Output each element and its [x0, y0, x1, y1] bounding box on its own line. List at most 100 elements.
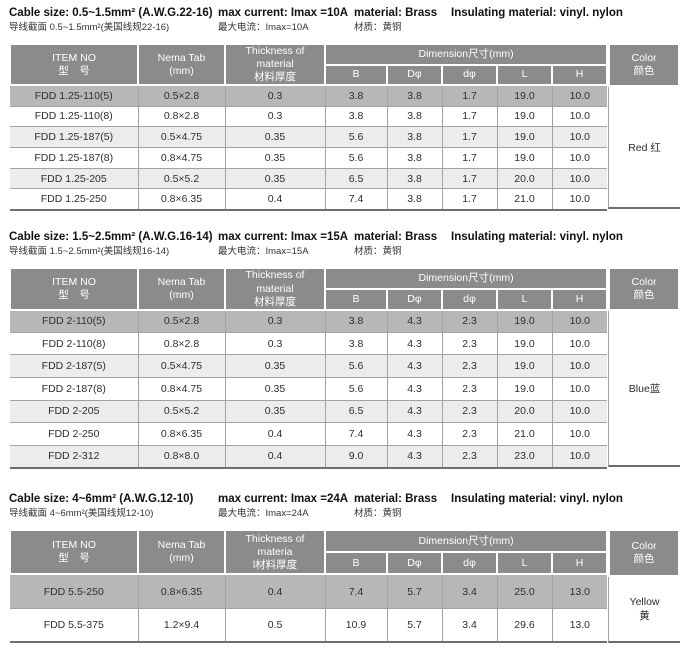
color-value: Red 红 [608, 87, 680, 210]
col-header-dimension: Dimension尺寸(mm) [323, 267, 609, 291]
cell-dim-d-phi: 4.3 [386, 354, 443, 378]
cell-thickness: 0.4 [224, 573, 326, 609]
table-row: FDD 1.25-110(5) 0.5×2.8 0.3 3.8 3.8 1.7 … [10, 84, 608, 107]
cell-dim-d-phi: 3.8 [386, 167, 443, 190]
table-header: ITEM NO 型 号 Nema Tab (mm) Thickness of m… [9, 42, 609, 87]
cell-dim-h: 10.0 [551, 147, 608, 169]
cell-dim-b: 3.8 [324, 84, 388, 107]
cell-dim-h: 10.0 [551, 188, 608, 211]
cell-nema-tab: 0.5×2.8 [137, 84, 226, 107]
spec-table: ITEM NO 型 号 Nema Tab (mm) Thickness of m… [9, 529, 609, 644]
cell-item-no: FDD 1.25-187(5) [10, 126, 139, 149]
col-header-thickness: Thickness of materia l材料厚度 [224, 529, 326, 576]
cell-dim-d2-phi: 2.3 [441, 376, 498, 401]
cell-item-no: FDD 1.25-110(8) [10, 105, 139, 128]
col-header-nema-tab: Nema Tab (mm) [137, 42, 226, 87]
cell-dim-b: 7.4 [324, 188, 388, 211]
cell-nema-tab: 1.2×9.4 [137, 607, 226, 644]
cell-dim-l: 21.0 [496, 422, 553, 446]
cell-dim-b: 3.8 [324, 309, 388, 333]
spec-table-body: FDD 5.5-250 0.8×6.35 0.4 7.4 5.7 3.4 25.… [10, 573, 608, 644]
cell-dim-d2-phi: 1.7 [441, 126, 498, 149]
cell-dim-b: 5.6 [324, 147, 388, 169]
cell-dim-l: 25.0 [496, 573, 553, 609]
cell-dim-d-phi: 4.3 [386, 399, 443, 424]
cell-thickness: 0.35 [224, 126, 326, 149]
col-header-nema-tab: Nema Tab (mm) [137, 267, 226, 311]
col-header-h: H [550, 63, 609, 87]
spec-table-body: FDD 2-110(5) 0.5×2.8 0.3 3.8 4.3 2.3 19.… [10, 309, 608, 469]
cell-dim-h: 10.0 [551, 399, 608, 424]
col-header-nema-tab: Nema Tab (mm) [137, 529, 226, 576]
cell-nema-tab: 0.8×6.35 [137, 188, 226, 211]
spec-table-wrap: ITEM NO 型 号 Nema Tab (mm) Thickness of m… [9, 529, 680, 644]
max-current-label: max current: Imax =24A [218, 493, 349, 506]
cell-item-no: FDD 2-110(5) [10, 309, 139, 333]
cell-nema-tab: 0.5×5.2 [137, 167, 226, 190]
spec-section-awg16-14: Cable size: 1.5~2.5mm² (A.W.G.16-14) max… [9, 230, 680, 469]
cell-nema-tab: 0.8×4.75 [137, 376, 226, 401]
cell-dim-h: 10.0 [551, 105, 608, 128]
cell-dim-l: 20.0 [496, 167, 553, 190]
section-title: Cable size: 1.5~2.5mm² (A.W.G.16-14) max… [9, 230, 680, 258]
cell-dim-d2-phi: 2.3 [441, 399, 498, 424]
cell-dim-l: 21.0 [496, 188, 553, 211]
cell-dim-d2-phi: 1.7 [441, 105, 498, 128]
table-row: FDD 2-187(8) 0.8×4.75 0.35 5.6 4.3 2.3 1… [10, 376, 608, 401]
cell-dim-h: 10.0 [551, 422, 608, 446]
color-column: Color 颜色 Blue蓝 [608, 267, 680, 468]
col-header-item-no: ITEM NO 型 号 [9, 42, 139, 87]
cell-dim-d2-phi: 2.3 [441, 422, 498, 446]
col-header-color: Color 颜色 [608, 529, 680, 578]
title-row-cn: 导线截面 1.5~2.5mm²(美国线规16-14) 最大电流：Imax=15A… [9, 245, 680, 258]
table-row: FDD 2-250 0.8×6.35 0.4 7.4 4.3 2.3 21.0 … [10, 422, 608, 446]
cell-dim-d-phi: 5.7 [386, 607, 443, 644]
cell-thickness: 0.4 [224, 422, 326, 446]
cell-thickness: 0.3 [224, 105, 326, 128]
title-row-cn: 导线截面 4~6mm²(美国线规12-10) 最大电流：Imax=24A 材质：… [9, 507, 680, 520]
col-header-thickness: Thickness of material 材料厚度 [224, 267, 326, 311]
table-row: FDD 2-205 0.5×5.2 0.35 6.5 4.3 2.3 20.0 … [10, 399, 608, 424]
cell-dim-h: 10.0 [551, 331, 608, 356]
col-header-color: Color 颜色 [608, 267, 680, 312]
col-header-color: Color 颜色 [608, 43, 680, 87]
cable-size-label-cn: 导线截面 1.5~2.5mm²(美国线规16-14) [9, 246, 170, 258]
cell-dim-d2-phi: 3.4 [441, 607, 498, 644]
table-row: FDD 1.25-250 0.8×6.35 0.4 7.4 3.8 1.7 21… [10, 188, 608, 211]
table-header: ITEM NO 型 号 Nema Tab (mm) Thickness of m… [9, 529, 609, 576]
cell-item-no: FDD 2-187(5) [10, 354, 139, 378]
cell-dim-h: 10.0 [551, 126, 608, 149]
table-row: FDD 5.5-250 0.8×6.35 0.4 7.4 5.7 3.4 25.… [10, 573, 608, 609]
cell-dim-l: 19.0 [496, 331, 553, 356]
table-row: FDD 1.25-187(8) 0.8×4.75 0.35 5.6 3.8 1.… [10, 147, 608, 169]
cell-dim-d2-phi: 1.7 [441, 147, 498, 169]
cell-thickness: 0.3 [224, 331, 326, 356]
cell-nema-tab: 0.5×2.8 [137, 309, 226, 333]
cell-nema-tab: 0.5×4.75 [137, 126, 226, 149]
cell-dim-d-phi: 4.3 [386, 309, 443, 333]
col-header-b: B [324, 551, 388, 576]
cable-size-label: Cable size: 4~6mm² (A.W.G.12-10) [9, 493, 194, 506]
cell-dim-d2-phi: 3.4 [441, 573, 498, 609]
col-header-b: B [324, 288, 388, 311]
spec-table-body: FDD 1.25-110(5) 0.5×2.8 0.3 3.8 3.8 1.7 … [10, 84, 608, 211]
col-header-d-phi: Dφ [386, 288, 443, 311]
col-header-item-no: ITEM NO 型 号 [9, 529, 139, 576]
col-header-item-no: ITEM NO 型 号 [9, 267, 139, 311]
col-header-h: H [550, 551, 609, 576]
color-column: Color 颜色 Red 红 [608, 43, 680, 210]
cell-dim-d-phi: 4.3 [386, 444, 443, 469]
table-row: FDD 1.25-110(8) 0.8×2.8 0.3 3.8 3.8 1.7 … [10, 105, 608, 128]
cell-dim-b: 6.5 [324, 399, 388, 424]
title-row-en: Cable size: 1.5~2.5mm² (A.W.G.16-14) max… [9, 230, 680, 245]
col-header-l: L [496, 288, 553, 311]
cell-nema-tab: 0.5×5.2 [137, 399, 226, 424]
cell-dim-b: 5.6 [324, 354, 388, 378]
material-label: material: Brass [354, 7, 438, 19]
col-header-dimension: Dimension尺寸(mm) [323, 43, 609, 66]
col-header-dimension: Dimension尺寸(mm) [323, 529, 609, 554]
cell-dim-h: 10.0 [551, 309, 608, 333]
cell-dim-h: 13.0 [551, 607, 608, 644]
section-title: Cable size: 4~6mm² (A.W.G.12-10) max cur… [9, 492, 680, 520]
cell-dim-b: 5.6 [324, 376, 388, 401]
